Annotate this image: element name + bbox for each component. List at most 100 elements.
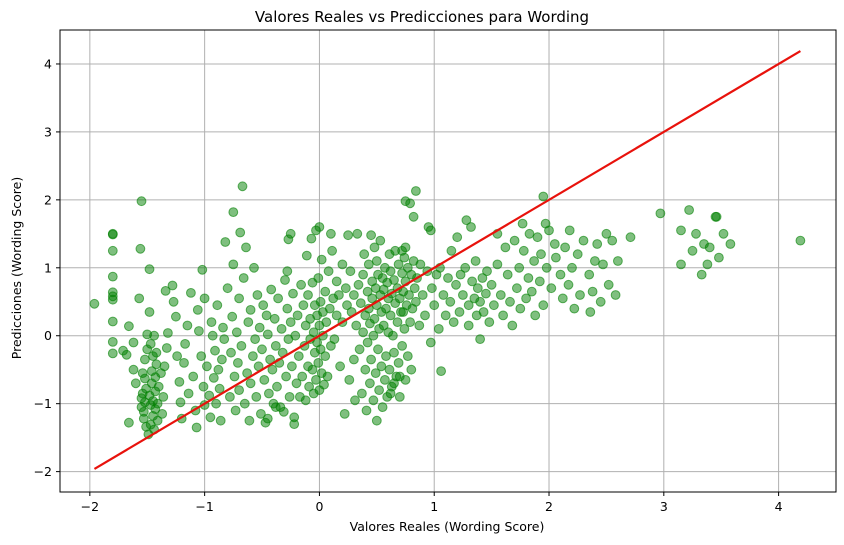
data-point — [270, 341, 281, 351]
data-point — [371, 256, 382, 266]
data-point — [385, 266, 396, 277]
data-point — [470, 256, 481, 266]
data-point — [394, 392, 405, 402]
data-point — [795, 235, 806, 246]
data-point — [160, 286, 171, 296]
data-point — [587, 286, 598, 297]
data-point — [381, 303, 391, 314]
data-point — [362, 286, 373, 297]
data-point — [311, 375, 321, 385]
data-point — [373, 344, 383, 355]
data-point — [211, 398, 222, 409]
data-point — [171, 311, 181, 322]
data-point — [532, 232, 543, 243]
data-point — [244, 415, 255, 426]
data-point — [514, 262, 525, 273]
data-point — [502, 269, 513, 280]
data-point — [563, 279, 574, 290]
data-point — [360, 364, 371, 375]
data-point — [291, 378, 302, 389]
data-point — [261, 310, 272, 321]
data-point — [298, 300, 309, 311]
data-point — [218, 322, 228, 333]
data-point — [362, 337, 373, 348]
data-point — [384, 364, 395, 375]
data-point — [415, 259, 426, 270]
y-tick-label: −1 — [34, 396, 52, 411]
data-point — [326, 228, 336, 239]
data-point — [509, 235, 520, 246]
data-point — [365, 378, 375, 389]
data-point — [530, 310, 541, 321]
data-point — [477, 273, 488, 283]
data-point — [398, 307, 409, 317]
data-point — [233, 358, 243, 368]
data-point — [691, 228, 701, 239]
data-point — [500, 242, 511, 253]
data-point — [340, 283, 351, 294]
data-point — [366, 354, 377, 365]
data-point — [352, 228, 363, 239]
data-point — [267, 364, 278, 375]
data-point — [167, 280, 178, 291]
data-point — [405, 198, 416, 209]
data-point — [358, 269, 369, 280]
data-point — [322, 371, 333, 382]
data-point — [266, 284, 277, 295]
data-point — [256, 409, 266, 419]
data-point — [512, 283, 522, 294]
data-point — [445, 296, 456, 307]
x-tick-label: 2 — [545, 499, 553, 514]
data-point — [235, 227, 246, 238]
data-point — [159, 361, 170, 372]
data-point — [324, 303, 335, 314]
data-point — [207, 330, 218, 341]
data-point — [517, 218, 528, 229]
data-point — [436, 366, 447, 377]
data-point — [175, 397, 186, 408]
data-point — [625, 232, 636, 243]
data-point — [230, 405, 241, 416]
data-point — [399, 324, 410, 334]
data-point — [258, 300, 269, 311]
data-point — [262, 329, 273, 340]
x-tick-label: −1 — [195, 499, 213, 514]
data-point — [205, 412, 216, 423]
data-point — [454, 307, 465, 317]
data-point — [199, 293, 210, 304]
data-point — [603, 279, 614, 290]
data-point — [555, 269, 566, 280]
data-point — [288, 288, 298, 299]
data-point — [461, 215, 472, 226]
data-point — [541, 262, 552, 273]
data-point — [376, 361, 387, 372]
data-point — [285, 228, 296, 239]
data-point — [536, 249, 546, 260]
data-point — [107, 271, 118, 282]
data-point — [197, 264, 208, 275]
data-point — [343, 230, 354, 241]
data-point — [714, 252, 724, 263]
data-point — [345, 266, 356, 277]
data-point — [375, 235, 386, 246]
data-point — [448, 317, 459, 328]
data-point — [335, 361, 346, 372]
data-point — [411, 296, 421, 307]
data-point — [196, 351, 207, 362]
data-point — [107, 245, 118, 256]
data-point — [259, 375, 270, 385]
data-point — [467, 276, 478, 287]
data-point — [144, 264, 155, 275]
data-point — [213, 364, 224, 375]
data-point — [572, 249, 583, 260]
data-point — [367, 293, 378, 304]
data-point — [495, 290, 506, 300]
data-point — [408, 211, 419, 222]
data-point — [220, 237, 231, 247]
data-point — [425, 225, 436, 236]
data-point — [300, 395, 311, 406]
data-point — [89, 298, 100, 309]
data-point — [369, 242, 380, 253]
data-point — [406, 364, 417, 375]
data-point — [389, 378, 399, 389]
